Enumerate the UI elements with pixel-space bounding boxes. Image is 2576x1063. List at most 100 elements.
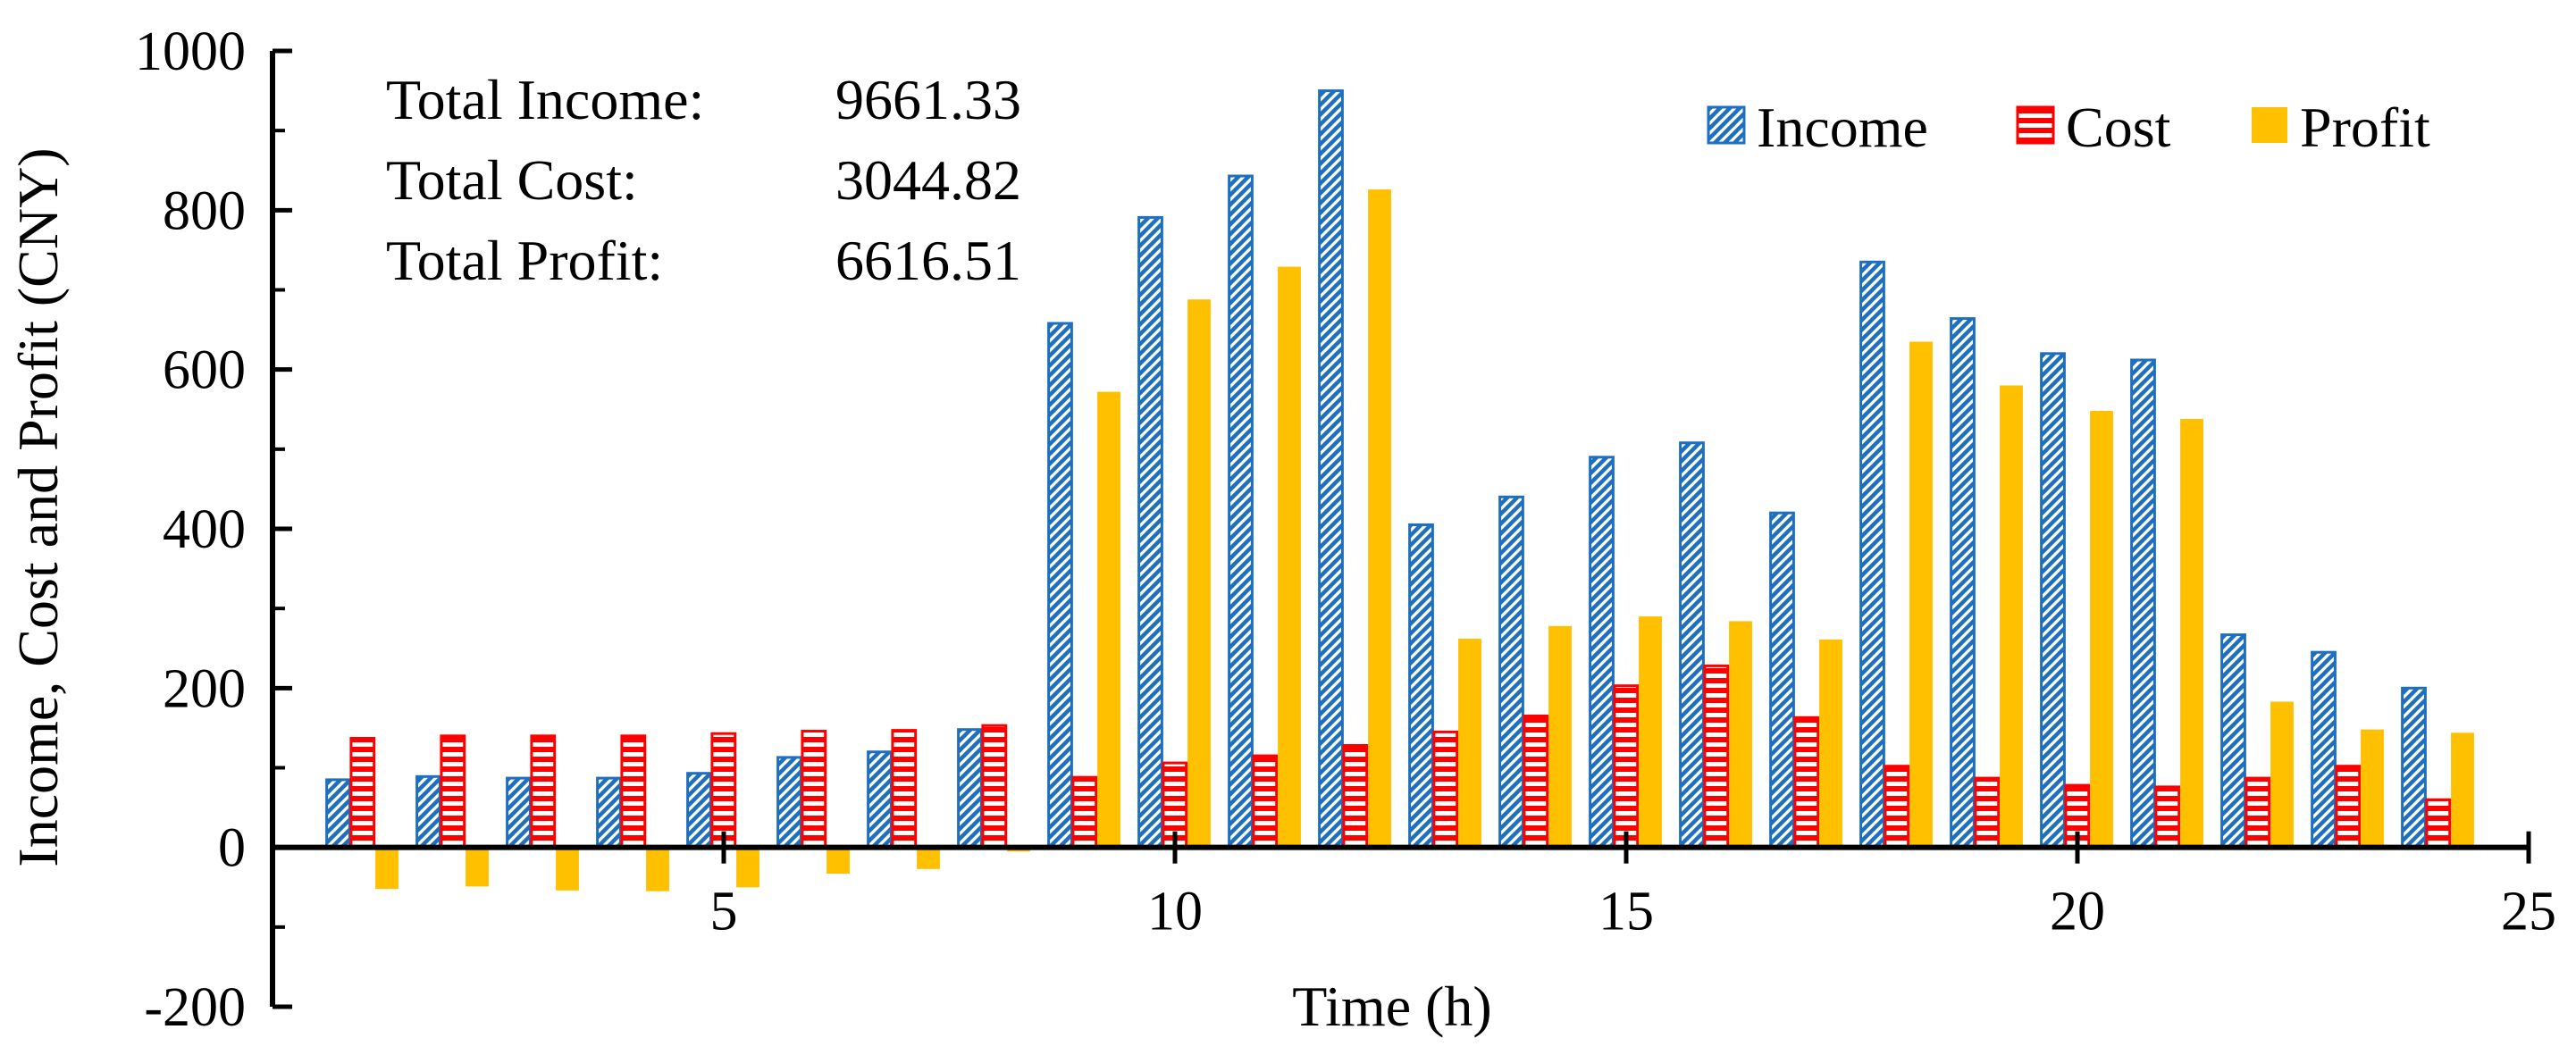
legend: Income Cost Profit [1707,96,2430,159]
y-tick-label-400: 400 [163,499,246,560]
y-tick-label-1000: 1000 [135,21,246,82]
bar-cost-6 [801,730,827,850]
y-tick-label-0: 0 [218,818,246,879]
bar-profit-11 [1278,266,1301,848]
bar-income-15 [1589,456,1615,850]
bar-profit-6 [827,847,850,875]
bar-income-1 [325,778,351,850]
y-tick-label-800: 800 [163,180,246,241]
legend-swatch-profit [2252,107,2287,143]
bar-cost-1 [349,737,376,850]
total-income-value: 9661.33 [835,68,1021,131]
x-tick-label-10: 10 [1147,882,1203,942]
x-axis-title: Time (h) [1292,975,1491,1038]
bar-profit-20 [2090,411,2113,848]
bar-profit-19 [2000,385,2023,848]
bar-profit-14 [1548,625,1572,848]
bar-income-17 [1769,511,1795,850]
bar-cost-14 [1523,715,1549,850]
bar-profit-16 [1729,621,1752,848]
bar-income-20 [2040,352,2066,850]
bar-profit-3 [556,847,579,891]
legend-swatch-cost [2016,105,2055,145]
totals-annotation: Total Income: 9661.33 Total Cost: 3044.8… [386,68,1021,292]
bar-profit-13 [1458,639,1481,848]
y-axis-title: Income, Cost and Profit (CNY) [6,147,70,866]
bar-income-6 [776,756,802,850]
bars-layer [325,89,2474,891]
bar-income-2 [415,774,441,850]
bar-income-8 [957,728,983,850]
bar-profit-12 [1368,189,1391,848]
bar-profit-10 [1187,299,1211,848]
bar-income-23 [2311,650,2337,850]
total-cost-label: Total Cost: [386,148,638,212]
bar-income-4 [596,776,622,850]
legend-label-profit: Profit [2300,96,2430,159]
bar-cost-2 [440,734,466,850]
bar-income-16 [1679,441,1705,850]
bar-profit-5 [736,847,759,888]
total-cost-value: 3044.82 [835,148,1021,212]
bar-cost-3 [530,734,557,850]
bar-income-22 [2220,633,2246,850]
bar-income-11 [1228,174,1254,850]
legend-label-income: Income [1757,96,1928,159]
y-tick-label-200: 200 [163,658,246,719]
bar-profit-18 [1909,341,1933,848]
bar-income-13 [1408,523,1434,850]
bar-cost-23 [2335,765,2362,850]
bar-profit-23 [2361,729,2384,848]
bar-cost-22 [2245,776,2271,850]
bar-income-7 [867,750,893,850]
bar-cost-19 [1974,776,2001,850]
bar-profit-21 [2180,419,2203,848]
total-profit-value: 6616.51 [835,229,1021,292]
bar-cost-11 [1252,754,1279,850]
bar-income-24 [2401,686,2427,850]
bar-profit-7 [917,847,940,869]
bar-income-19 [1950,317,1976,850]
bar-profit-2 [466,847,489,887]
total-profit-label: Total Profit: [386,229,663,292]
bar-income-5 [686,772,712,850]
y-tick-label--200: -200 [144,977,246,1038]
bar-cost-12 [1342,744,1369,850]
x-tick-label-25: 25 [2501,882,2556,942]
bar-income-9 [1047,322,1073,850]
bar-profit-22 [2270,701,2294,848]
bar-profit-15 [1639,616,1662,848]
bar-income-3 [506,776,532,850]
bar-income-21 [2130,358,2156,850]
x-tick-label-5: 5 [710,882,738,942]
x-tick-label-20: 20 [2050,882,2105,942]
bar-cost-21 [2154,785,2181,850]
bar-cost-5 [710,732,737,850]
bar-cost-24 [2425,798,2452,850]
x-tick-label-15: 15 [1598,882,1654,942]
y-tick-label-600: 600 [163,340,246,401]
bar-profit-1 [375,847,399,890]
legend-swatch-income [1707,105,1746,145]
bar-income-10 [1137,215,1163,850]
total-income-label: Total Income: [386,68,704,131]
bar-cost-9 [1071,775,1098,850]
legend-label-cost: Cost [2066,96,2171,159]
bar-cost-17 [1793,716,1820,850]
axes-layer: -200 0 200 400 600 800 1000 5 10 15 20 25 [135,21,2556,1038]
bar-cost-7 [891,729,918,850]
bar-profit-17 [1819,639,1842,848]
bar-cost-18 [1884,765,1910,850]
bar-cost-15 [1613,684,1640,850]
bar-income-14 [1498,495,1524,850]
bar-cost-8 [981,724,1008,850]
bar-cost-16 [1703,664,1730,850]
bar-income-18 [1859,260,1885,850]
bar-profit-9 [1097,391,1120,848]
bar-profit-4 [646,847,669,891]
bar-cost-13 [1432,730,1459,850]
bar-income-12 [1318,89,1344,850]
bar-cost-4 [620,734,647,850]
bar-profit-24 [2451,732,2474,848]
